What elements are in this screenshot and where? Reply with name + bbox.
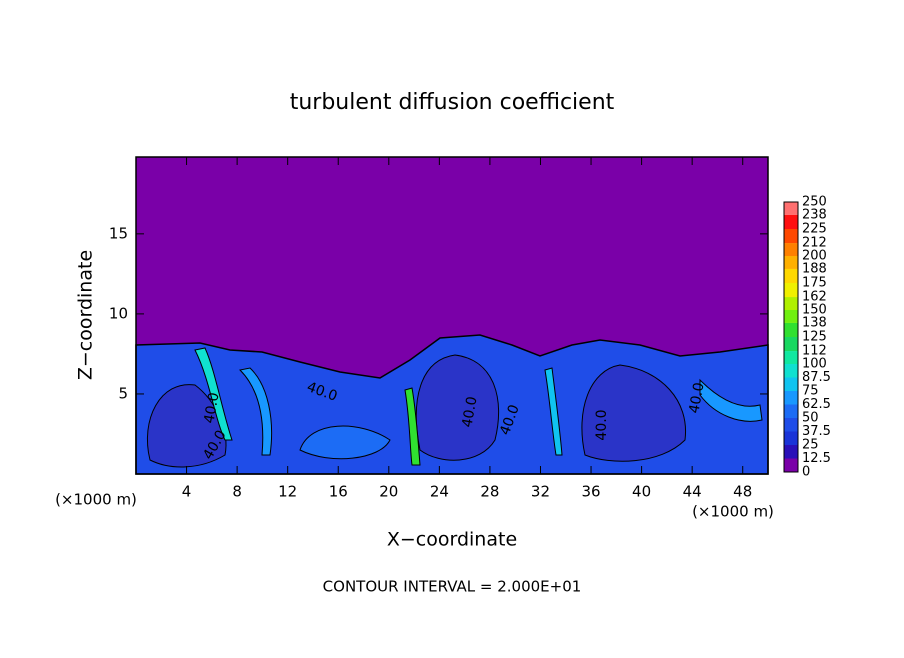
colorbar-band xyxy=(784,404,798,418)
colorbar-label: 162 xyxy=(802,290,827,305)
colorbar-band xyxy=(784,337,798,352)
colorbar-label: 75 xyxy=(802,384,819,399)
field-cell xyxy=(581,364,687,462)
field-cell xyxy=(415,354,500,461)
colorbar-label: 100 xyxy=(802,357,827,372)
colorbar-band xyxy=(784,351,798,364)
x-tick-label: 48 xyxy=(733,483,752,501)
chart-title: turbulent diffusion coefficient xyxy=(290,90,615,115)
colorbar-band xyxy=(784,283,798,298)
field-streak xyxy=(238,367,273,456)
colorbar-label: 0 xyxy=(802,465,810,480)
colorbar-label: 12.5 xyxy=(802,451,831,466)
field xyxy=(135,157,769,475)
colorbar-band xyxy=(784,364,798,378)
colorbar-label: 188 xyxy=(802,261,827,276)
colorbar-band xyxy=(784,256,798,269)
colorbar-label: 225 xyxy=(802,222,827,237)
x-tick-label: 12 xyxy=(278,483,297,501)
colorbar-band xyxy=(784,214,798,229)
colorbar-label: 50 xyxy=(802,411,819,426)
colorbar-band xyxy=(784,229,798,244)
colorbar-label: 37.5 xyxy=(802,424,831,439)
contour-label: 40.0 xyxy=(594,409,610,440)
colorbar-label: 212 xyxy=(802,236,827,251)
x-tick-label: 28 xyxy=(480,483,499,501)
x-tick-label: 32 xyxy=(531,483,550,501)
colorbar-band xyxy=(784,445,798,459)
field-streak xyxy=(404,387,421,466)
contour-label: 40.0 xyxy=(201,391,222,424)
colorbar-band xyxy=(784,202,798,215)
x-tick-label: 8 xyxy=(232,483,242,501)
contour-label: 40.0 xyxy=(686,381,707,414)
x-unit-label: (×1000 m) xyxy=(692,503,774,521)
colorbar-band xyxy=(784,458,798,472)
colorbar-band xyxy=(784,297,798,310)
colorbar-label: 125 xyxy=(802,330,827,345)
y-tick-label: 5 xyxy=(118,384,128,402)
colorbar-band xyxy=(784,322,798,337)
x-tick-label: 20 xyxy=(379,483,398,501)
colorbar-label: 87.5 xyxy=(802,370,831,385)
colorbar-label: 200 xyxy=(802,249,827,264)
x-axis-label: X−coordinate xyxy=(387,529,517,551)
x-tick-label: 40 xyxy=(632,483,651,501)
y-tick-label: 10 xyxy=(109,304,128,322)
colorbar-label: 175 xyxy=(802,276,827,291)
colorbar-label: 250 xyxy=(802,195,827,210)
footer: CONTOUR INTERVAL = 2.000E+01 xyxy=(323,578,582,596)
colorbar-label: 25 xyxy=(802,438,819,453)
colorbar-band xyxy=(784,243,798,256)
field-streak xyxy=(194,347,233,441)
x-tick-label: 4 xyxy=(182,483,192,501)
colorbar-label: 62.5 xyxy=(802,397,831,412)
colorbar-frame xyxy=(783,201,799,473)
plot-frame xyxy=(135,156,769,475)
contour-label: 40.0 xyxy=(459,395,480,428)
field-streak xyxy=(699,378,763,422)
x-tick-label: 16 xyxy=(329,483,348,501)
colorbar-band xyxy=(784,310,798,323)
field-cell xyxy=(299,425,391,460)
colorbar-band xyxy=(784,377,798,391)
y-axis-label: Z−coordinate xyxy=(75,250,97,380)
colorbar-band xyxy=(784,268,798,283)
y-tick-label: 15 xyxy=(109,224,128,242)
colorbar-label: 238 xyxy=(802,207,827,222)
field-streak xyxy=(544,367,563,456)
colorbar-band xyxy=(784,391,798,405)
colorbar-label: 150 xyxy=(802,303,827,318)
colorbar-band xyxy=(784,431,798,445)
colorbar-label: 138 xyxy=(802,315,827,330)
colorbar-label: 112 xyxy=(802,344,827,359)
colorbar-band xyxy=(784,418,798,432)
y-unit-label: (×1000 m) xyxy=(55,491,137,509)
x-tick-label: 44 xyxy=(683,483,702,501)
x-tick-label: 36 xyxy=(581,483,600,501)
x-tick-label: 24 xyxy=(430,483,449,501)
